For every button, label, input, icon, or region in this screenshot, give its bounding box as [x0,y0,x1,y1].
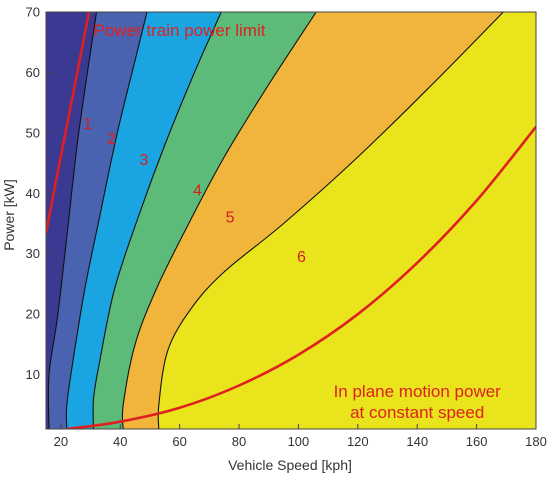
y-axis-title: Power [kW] [1,179,17,251]
y-tick-label: 30 [26,246,40,261]
y-tick-label: 70 [26,5,40,20]
x-tick-label: 160 [466,434,488,449]
y-tick-label: 40 [26,186,40,201]
boundary-line-4-5 [121,12,317,429]
x-tick-label: 20 [54,434,68,449]
regions-layer [46,12,536,429]
power-train-limit-line [46,12,91,234]
y-tick-label: 20 [26,307,40,322]
x-tick-label: 80 [232,434,246,449]
x-tick-label: 120 [347,434,369,449]
x-axis: 20 40 60 80 100 120 140 160 180 [54,424,547,449]
x-axis-title: Vehicle Speed [kph] [228,457,352,473]
annotation-text: In plane motion power [334,382,502,401]
boundary-line-3-4 [92,12,222,429]
y-tick-label: 50 [26,125,40,140]
x-tick-label: 100 [288,434,310,449]
y-axis: 10 20 30 40 50 60 70 [26,5,51,382]
plot-frame [45,11,537,430]
y-tick-label: 60 [26,65,40,80]
region-label-3: 3 [140,152,149,169]
region-label-4: 4 [193,182,202,199]
region-labels-layer: 12 3 4 5 6 [83,116,306,266]
annotation-text: Power train power limit [94,21,266,40]
annotation-text: at constant speed [350,403,484,422]
x-tick-label: 180 [525,434,547,449]
region-label-5: 5 [226,209,235,226]
region-label-6: 6 [297,249,306,266]
constant-speed-power-curve [65,125,536,429]
boundary-line-2-3 [65,12,148,429]
region-label-2: 2 [107,131,116,148]
curves-layer [46,12,536,429]
region-6 [158,12,536,429]
x-tick-label: 60 [172,434,186,449]
annotations-layer: Power train power limit In plane motion p… [94,21,502,422]
x-tick-label: 140 [406,434,428,449]
y-tick-label: 10 [26,367,40,382]
region-label-1: 1 [83,116,92,133]
x-tick-label: 40 [113,434,127,449]
boundary-line-5-6 [157,12,504,429]
